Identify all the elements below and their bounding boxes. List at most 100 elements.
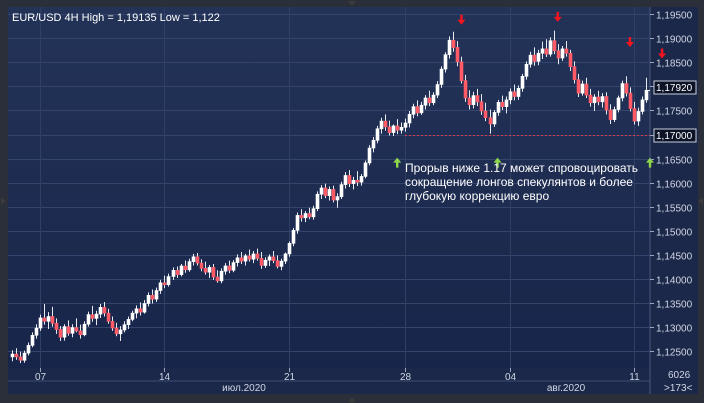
levels	[405, 90, 650, 136]
candle-body-bull	[548, 40, 553, 55]
candle-body-bear	[114, 327, 119, 335]
candle-body-bull	[291, 230, 296, 244]
candle-body-bear	[459, 61, 464, 81]
current-price-label: 1,17920	[656, 83, 693, 94]
scale-zoom-control[interactable]: >173<	[664, 383, 693, 394]
candle-body-bull	[34, 327, 39, 336]
candle-body-bull	[86, 314, 91, 325]
candle-body-bull	[359, 176, 364, 183]
candle-body-bear	[195, 256, 200, 264]
candle-body-bull	[46, 316, 51, 322]
arrow-down-icon	[553, 11, 562, 22]
signal-arrows	[393, 11, 667, 168]
y-tick-label: 1,15500	[656, 204, 693, 215]
candle-body-bull	[351, 179, 356, 184]
candle-body-bull	[492, 112, 497, 125]
candle-body-bear	[572, 66, 577, 80]
candle-body-bull	[171, 269, 176, 277]
candle-body-bull	[122, 324, 127, 331]
candle-body-bull	[62, 326, 67, 338]
scroll-down-icon[interactable]	[348, 397, 356, 402]
scroll-up-icon[interactable]	[348, 1, 356, 6]
candle-body-bull	[327, 189, 332, 196]
candle-body-bear	[608, 109, 613, 120]
candle-body-bear	[488, 117, 493, 125]
candle-body-bull	[94, 313, 99, 319]
candle-body-bear	[271, 256, 276, 261]
candle-body-bull	[30, 334, 35, 346]
candle-body-bear	[331, 189, 336, 201]
price-axis: 1,12500 1,13000 1,13500 1,14000 1,14500 1,150…	[650, 11, 693, 359]
annotation-line-1: Прорыв ниже 1.17 может спровоцировать	[405, 161, 638, 175]
candle-body-bear	[512, 91, 517, 97]
candle-body-bear	[427, 97, 432, 104]
candle-body-bear	[415, 106, 420, 114]
x-tick-label: 07	[35, 372, 47, 383]
candle-body-bull	[371, 140, 376, 149]
candle-body-bull	[399, 127, 404, 131]
candle-body-bull	[447, 39, 452, 55]
arrow-up-icon	[393, 157, 402, 168]
candle-body-bear	[475, 95, 480, 103]
candle-body-bull	[219, 270, 224, 282]
candle-body-bull	[263, 259, 268, 266]
y-tick-label: 1,17500	[656, 107, 693, 118]
candle-body-bear	[183, 265, 188, 271]
annotation-line-3: глубокую коррекцию евро	[405, 189, 549, 203]
candle-body-bear	[175, 269, 180, 275]
candle-body-bear	[255, 253, 260, 259]
y-tick-label: 1,19000	[656, 35, 693, 46]
candle-body-bear	[596, 96, 601, 103]
candle-body-bull	[146, 295, 151, 304]
candle-body-bear	[568, 52, 573, 67]
candle-body-bull	[158, 282, 163, 291]
y-tick-label: 1,16000	[656, 180, 693, 191]
candle-body-bear	[544, 48, 549, 55]
arrow-up-icon	[493, 157, 502, 168]
candle-body-bull	[339, 184, 344, 197]
candle-body-bear	[275, 260, 280, 267]
candle-body-bear	[576, 79, 581, 94]
candle-body-bear	[323, 187, 328, 196]
candle-body-bear	[78, 330, 83, 336]
y-tick-label: 1,13000	[656, 324, 693, 335]
candle-body-bear	[451, 39, 456, 48]
x-tick-label: 11	[629, 372, 640, 383]
grid	[8, 7, 650, 368]
candle-body-bear	[58, 329, 63, 338]
y-tick-label: 1,14500	[656, 252, 693, 263]
candle-body-bear	[355, 179, 360, 183]
candle-body-bear	[247, 255, 252, 260]
candle-body-bull	[524, 63, 529, 77]
candle-body-bull	[540, 48, 545, 54]
arrow-up-icon	[646, 157, 655, 168]
candle-body-bull	[187, 261, 192, 271]
candle-body-bull	[636, 111, 641, 122]
arrow-down-icon	[658, 48, 667, 59]
candle-body-bull	[231, 262, 236, 271]
candles	[10, 30, 649, 364]
scroll-left-icon[interactable]	[1, 197, 6, 205]
x-tick-label: 28	[400, 372, 412, 383]
candle-body-bull	[82, 323, 87, 336]
candle-body-bull	[516, 88, 521, 97]
candle-body-bear	[50, 316, 55, 324]
candle-body-bull	[580, 83, 585, 94]
candle-body-bull	[620, 83, 625, 99]
x-tick-label: 14	[159, 372, 171, 383]
month-label: июл.2020	[222, 383, 266, 394]
candle-body-bull	[640, 99, 645, 112]
candle-body-bull	[38, 317, 43, 329]
scroll-right-icon[interactable]	[698, 197, 703, 205]
candle-body-bull	[130, 312, 135, 320]
price-axis-panel	[650, 7, 698, 368]
candle-body-bear	[14, 353, 19, 358]
candle-body-bull	[191, 256, 196, 262]
candle-body-bull	[166, 276, 171, 286]
candle-body-bear	[150, 295, 155, 300]
scale-value: 6026	[668, 370, 691, 381]
candle-body-bull	[98, 307, 103, 315]
candle-body-bull	[335, 196, 340, 201]
